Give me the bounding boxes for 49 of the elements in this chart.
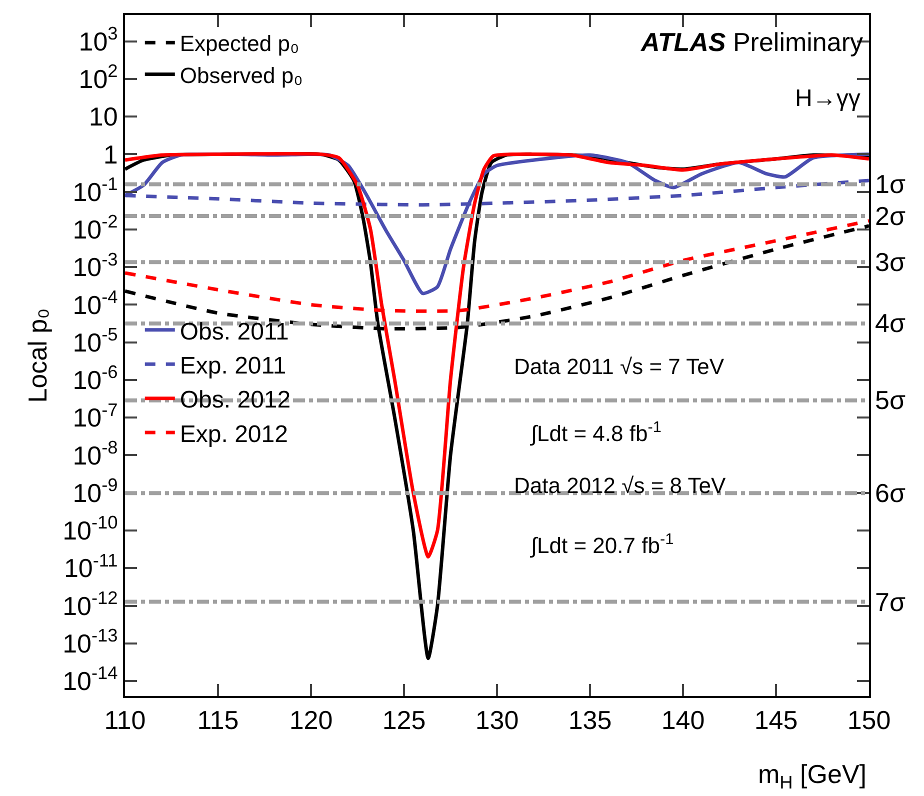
legend-label: Exp. 2011 xyxy=(180,352,286,380)
y-tick-label: 10$^{-10}$ xyxy=(62,512,118,546)
legend-label: Exp. 2012 xyxy=(180,420,288,448)
y-tick-label: 10$^{-11}$ xyxy=(64,550,118,584)
y-tick-label: 10$^{-12}$ xyxy=(62,588,118,621)
ref-line-label: 5σ xyxy=(875,385,906,415)
ref-line-label: 2σ xyxy=(875,201,906,231)
line-series xyxy=(125,152,869,559)
ref-line-label: 6σ xyxy=(875,478,906,508)
x-axis-title: m$_{H}$ [GeV] xyxy=(758,759,867,792)
x-tick-label: 140 xyxy=(661,705,705,736)
annotation: ∫Ldt = 20.7 fb$^{-1}$ xyxy=(529,531,674,558)
annotation: ∫Ldt = 4.8 fb$^{-1}$ xyxy=(529,419,662,446)
annotation: H→γγ xyxy=(795,85,860,112)
y-tick-label: 10$^{-5}$ xyxy=(72,324,118,358)
legend-label: Obs. 2011 xyxy=(180,318,289,346)
annotation: Data 2012 √s = 8 TeV xyxy=(514,473,726,498)
annotation: Data 2011 √s = 7 TeV xyxy=(514,354,724,379)
x-tick-label: 110 xyxy=(104,705,146,736)
x-tick-label: 125 xyxy=(382,705,426,736)
legend-label: Expected p₀ xyxy=(180,31,300,56)
ref-line-label: 4σ xyxy=(875,308,906,338)
ref-line-label: 1σ xyxy=(875,169,906,199)
y-tick-label: 10$^{-7}$ xyxy=(72,400,118,433)
ref-line-label: 7σ xyxy=(875,587,906,617)
y-axis-title: Local p₀ xyxy=(22,308,52,403)
y-tick-label: 10$^{3}$ xyxy=(78,23,118,56)
y-tick-label: 10 xyxy=(88,102,118,132)
x-tick-label: 120 xyxy=(289,705,333,736)
y-tick-label: 10$^{-8}$ xyxy=(72,437,118,470)
y-tick-label: 1 xyxy=(103,139,118,170)
x-tick-label: 135 xyxy=(568,705,612,736)
x-tick-label: 145 xyxy=(754,705,798,736)
y-tick-label: 10$^{-6}$ xyxy=(72,362,118,396)
y-tick-label: 10$^{-2}$ xyxy=(72,212,118,245)
ref-line-label: 3σ xyxy=(875,247,906,277)
y-tick-label: 10$^{-3}$ xyxy=(72,249,118,282)
y-tick-label: 10$^{-4}$ xyxy=(72,286,118,320)
y-tick-label: 10$^{-14}$ xyxy=(62,663,118,696)
y-tick-label: 10$^{-9}$ xyxy=(72,475,118,508)
x-tick-label: 130 xyxy=(475,705,519,736)
x-tick-label: 150 xyxy=(847,705,891,736)
legend-label: Obs. 2012 xyxy=(180,386,291,414)
annotation: ATLAS Preliminary xyxy=(640,27,863,57)
legend-label: Observed p₀ xyxy=(180,62,303,88)
x-tick-label: 115 xyxy=(197,705,239,736)
y-tick-label: 10$^{-13}$ xyxy=(62,626,118,658)
y-tick-label: 10$^{2}$ xyxy=(78,61,118,94)
y-tick-label: 10$^{-1}$ xyxy=(72,174,118,207)
